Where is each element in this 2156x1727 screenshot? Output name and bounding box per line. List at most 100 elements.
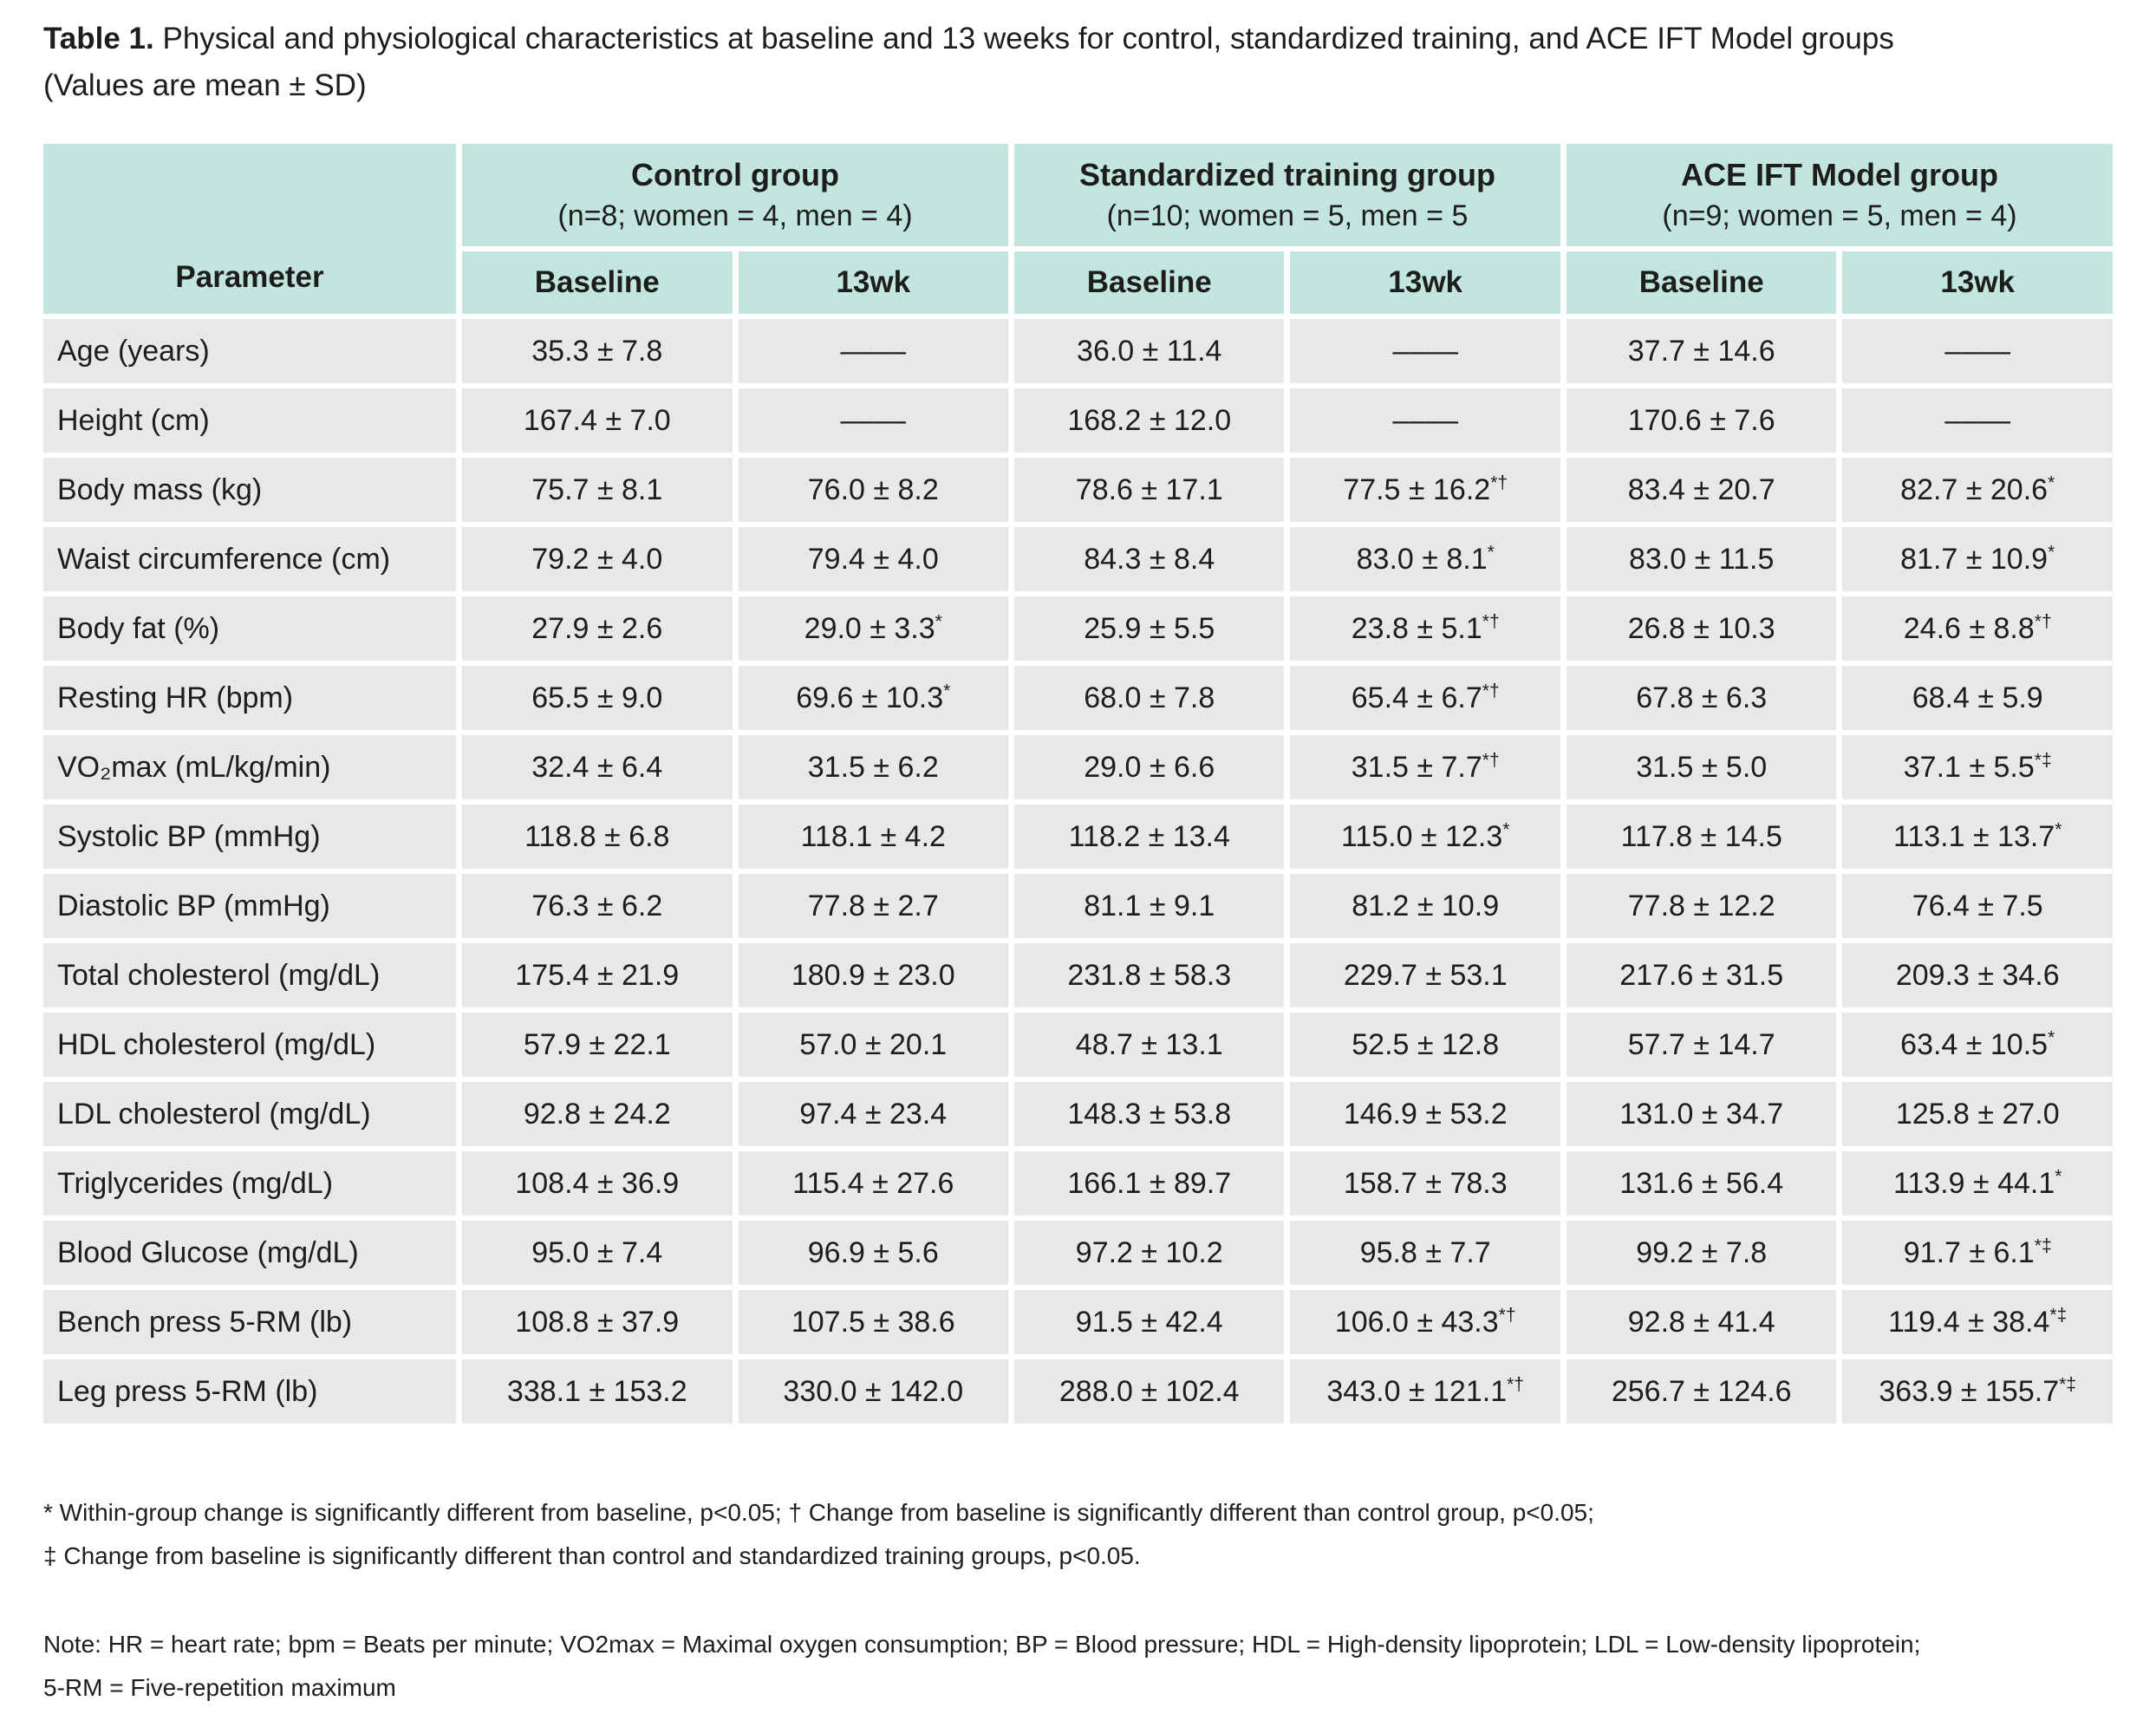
table-body: Age (years) 35.3 ± 7.8 –––– 36.0 ± 11.4 ––––… xyxy=(43,319,2113,1424)
data-cell: 68.4 ± 5.9 xyxy=(1842,666,2113,730)
data-cell: 65.4 ± 6.7*† xyxy=(1290,666,1560,730)
table-row: Total cholesterol (mg/dL) 175.4 ± 21.9 180… xyxy=(43,943,2113,1007)
data-cell: 31.5 ± 7.7*† xyxy=(1290,735,1560,799)
data-cell: 81.7 ± 10.9* xyxy=(1842,527,2113,591)
data-cell: 217.6 ± 31.5 xyxy=(1566,943,1837,1007)
table-row: Triglycerides (mg/dL) 108.4 ± 36.9 115.4 ±… xyxy=(43,1151,2113,1215)
abbreviation-note: Note: HR = heart rate; bpm = Beats per m… xyxy=(43,1623,2113,1710)
data-cell: 31.5 ± 5.0 xyxy=(1566,735,1837,799)
data-cell: 35.3 ± 7.8 xyxy=(462,319,733,383)
data-cell: 29.0 ± 3.3* xyxy=(738,596,1008,661)
data-cell: 118.2 ± 13.4 xyxy=(1014,805,1285,869)
data-cell: 106.0 ± 43.3*† xyxy=(1290,1290,1560,1354)
data-cell: 113.9 ± 44.1* xyxy=(1842,1151,2113,1215)
data-cell: 95.0 ± 7.4 xyxy=(462,1221,733,1285)
table-row: Height (cm) 167.4 ± 7.0 –––– 168.2 ± 12.0 ––… xyxy=(43,388,2113,453)
characteristics-table: Parameter Control group (n=8; women = 4,… xyxy=(37,139,2119,1429)
data-cell: –––– xyxy=(738,388,1008,453)
footnote-significance-2: ‡ Change from baseline is significantly … xyxy=(43,1542,1141,1569)
data-cell: 83.4 ± 20.7 xyxy=(1566,458,1837,522)
row-label: Systolic BP (mmHg) xyxy=(43,805,457,869)
data-cell: –––– xyxy=(1290,319,1560,383)
significance-marker: * xyxy=(2055,819,2062,840)
row-label: VO₂max (mL/kg/min) xyxy=(43,735,457,799)
data-cell: 209.3 ± 34.6 xyxy=(1842,943,2113,1007)
table-row: Leg press 5-RM (lb) 338.1 ± 153.2 330.0 ± … xyxy=(43,1359,2113,1424)
data-cell: 82.7 ± 20.6* xyxy=(1842,458,2113,522)
parameter-column-header: Parameter xyxy=(43,144,457,314)
data-cell: 229.7 ± 53.1 xyxy=(1290,943,1560,1007)
subheader-baseline: Baseline xyxy=(1014,251,1285,314)
data-cell: 338.1 ± 153.2 xyxy=(462,1359,733,1424)
data-cell: 91.7 ± 6.1*‡ xyxy=(1842,1221,2113,1285)
data-cell: 168.2 ± 12.0 xyxy=(1014,388,1285,453)
row-label: Height (cm) xyxy=(43,388,457,453)
data-cell: 95.8 ± 7.7 xyxy=(1290,1221,1560,1285)
data-cell: 118.1 ± 4.2 xyxy=(738,805,1008,869)
row-label: Blood Glucose (mg/dL) xyxy=(43,1221,457,1285)
data-cell: 83.0 ± 11.5 xyxy=(1566,527,1837,591)
group-header-standardized: Standardized training group (n=10; women… xyxy=(1014,144,1560,246)
group-header-ace-ift: ACE IFT Model group (n=9; women = 5, men… xyxy=(1566,144,2113,246)
row-label: HDL cholesterol (mg/dL) xyxy=(43,1013,457,1077)
data-cell: 77.8 ± 2.7 xyxy=(738,874,1008,938)
data-cell: 115.4 ± 27.6 xyxy=(738,1151,1008,1215)
group-sample-size: (n=8; women = 4, men = 4) xyxy=(557,199,913,232)
data-cell: 118.8 ± 6.8 xyxy=(462,805,733,869)
data-cell: 63.4 ± 10.5* xyxy=(1842,1013,2113,1077)
table-row: Blood Glucose (mg/dL) 95.0 ± 7.4 96.9 ± 5.… xyxy=(43,1221,2113,1285)
data-cell: –––– xyxy=(1842,388,2113,453)
data-cell: 68.0 ± 7.8 xyxy=(1014,666,1285,730)
data-cell: 330.0 ± 142.0 xyxy=(738,1359,1008,1424)
data-cell: 107.5 ± 38.6 xyxy=(738,1290,1008,1354)
data-cell: 92.8 ± 41.4 xyxy=(1566,1290,1837,1354)
data-cell: 97.4 ± 23.4 xyxy=(738,1082,1008,1146)
data-cell: 81.1 ± 9.1 xyxy=(1014,874,1285,938)
table-row: Resting HR (bpm) 65.5 ± 9.0 69.6 ± 10.3* 68… xyxy=(43,666,2113,730)
data-cell: 69.6 ± 10.3* xyxy=(738,666,1008,730)
data-cell: 158.7 ± 78.3 xyxy=(1290,1151,1560,1215)
data-cell: 29.0 ± 6.6 xyxy=(1014,735,1285,799)
data-cell: 131.0 ± 34.7 xyxy=(1566,1082,1837,1146)
data-cell: –––– xyxy=(1842,319,2113,383)
table-subtitle: (Values are mean ± SD) xyxy=(43,68,367,102)
row-label: Waist circumference (cm) xyxy=(43,527,457,591)
data-cell: 146.9 ± 53.2 xyxy=(1290,1082,1560,1146)
data-cell: 65.5 ± 9.0 xyxy=(462,666,733,730)
significance-marker: * xyxy=(935,611,942,632)
row-label: Triglycerides (mg/dL) xyxy=(43,1151,457,1215)
data-cell: 231.8 ± 58.3 xyxy=(1014,943,1285,1007)
data-cell: 57.7 ± 14.7 xyxy=(1566,1013,1837,1077)
data-cell: 67.8 ± 6.3 xyxy=(1566,666,1837,730)
row-label: Resting HR (bpm) xyxy=(43,666,457,730)
data-cell: 77.5 ± 16.2*† xyxy=(1290,458,1560,522)
data-cell: 343.0 ± 121.1*† xyxy=(1290,1359,1560,1424)
row-label: Bench press 5-RM (lb) xyxy=(43,1290,457,1354)
table-row: Age (years) 35.3 ± 7.8 –––– 36.0 ± 11.4 ––––… xyxy=(43,319,2113,383)
data-cell: 115.0 ± 12.3* xyxy=(1290,805,1560,869)
data-cell: 76.4 ± 7.5 xyxy=(1842,874,2113,938)
data-cell: 117.8 ± 14.5 xyxy=(1566,805,1837,869)
group-sample-size: (n=9; women = 5, men = 4) xyxy=(1662,199,2017,232)
note-line-2: 5-RM = Five-repetition maximum xyxy=(43,1674,396,1701)
significance-marker: *‡ xyxy=(2049,1305,2068,1326)
table-row: Systolic BP (mmHg) 118.8 ± 6.8 118.1 ± 4.2… xyxy=(43,805,2113,869)
data-cell: 37.7 ± 14.6 xyxy=(1566,319,1837,383)
significance-marker: *‡ xyxy=(2034,1235,2052,1256)
data-cell: 256.7 ± 124.6 xyxy=(1566,1359,1837,1424)
data-cell: 78.6 ± 17.1 xyxy=(1014,458,1285,522)
data-cell: 48.7 ± 13.1 xyxy=(1014,1013,1285,1077)
data-cell: 81.2 ± 10.9 xyxy=(1290,874,1560,938)
data-cell: 97.2 ± 10.2 xyxy=(1014,1221,1285,1285)
data-cell: 23.8 ± 5.1*† xyxy=(1290,596,1560,661)
data-cell: 92.8 ± 24.2 xyxy=(462,1082,733,1146)
row-label: Body fat (%) xyxy=(43,596,457,661)
group-sample-size: (n=10; women = 5, men = 5 xyxy=(1106,199,1469,232)
table-row: Waist circumference (cm) 79.2 ± 4.0 79.4 ±… xyxy=(43,527,2113,591)
significance-footnotes: * Within-group change is significantly d… xyxy=(43,1491,2113,1578)
significance-marker: *† xyxy=(1490,472,1508,493)
group-name: Control group xyxy=(631,157,839,192)
table-row: Body fat (%) 27.9 ± 2.6 29.0 ± 3.3* 25.9 ± … xyxy=(43,596,2113,661)
data-cell: 76.3 ± 6.2 xyxy=(462,874,733,938)
data-cell: 166.1 ± 89.7 xyxy=(1014,1151,1285,1215)
